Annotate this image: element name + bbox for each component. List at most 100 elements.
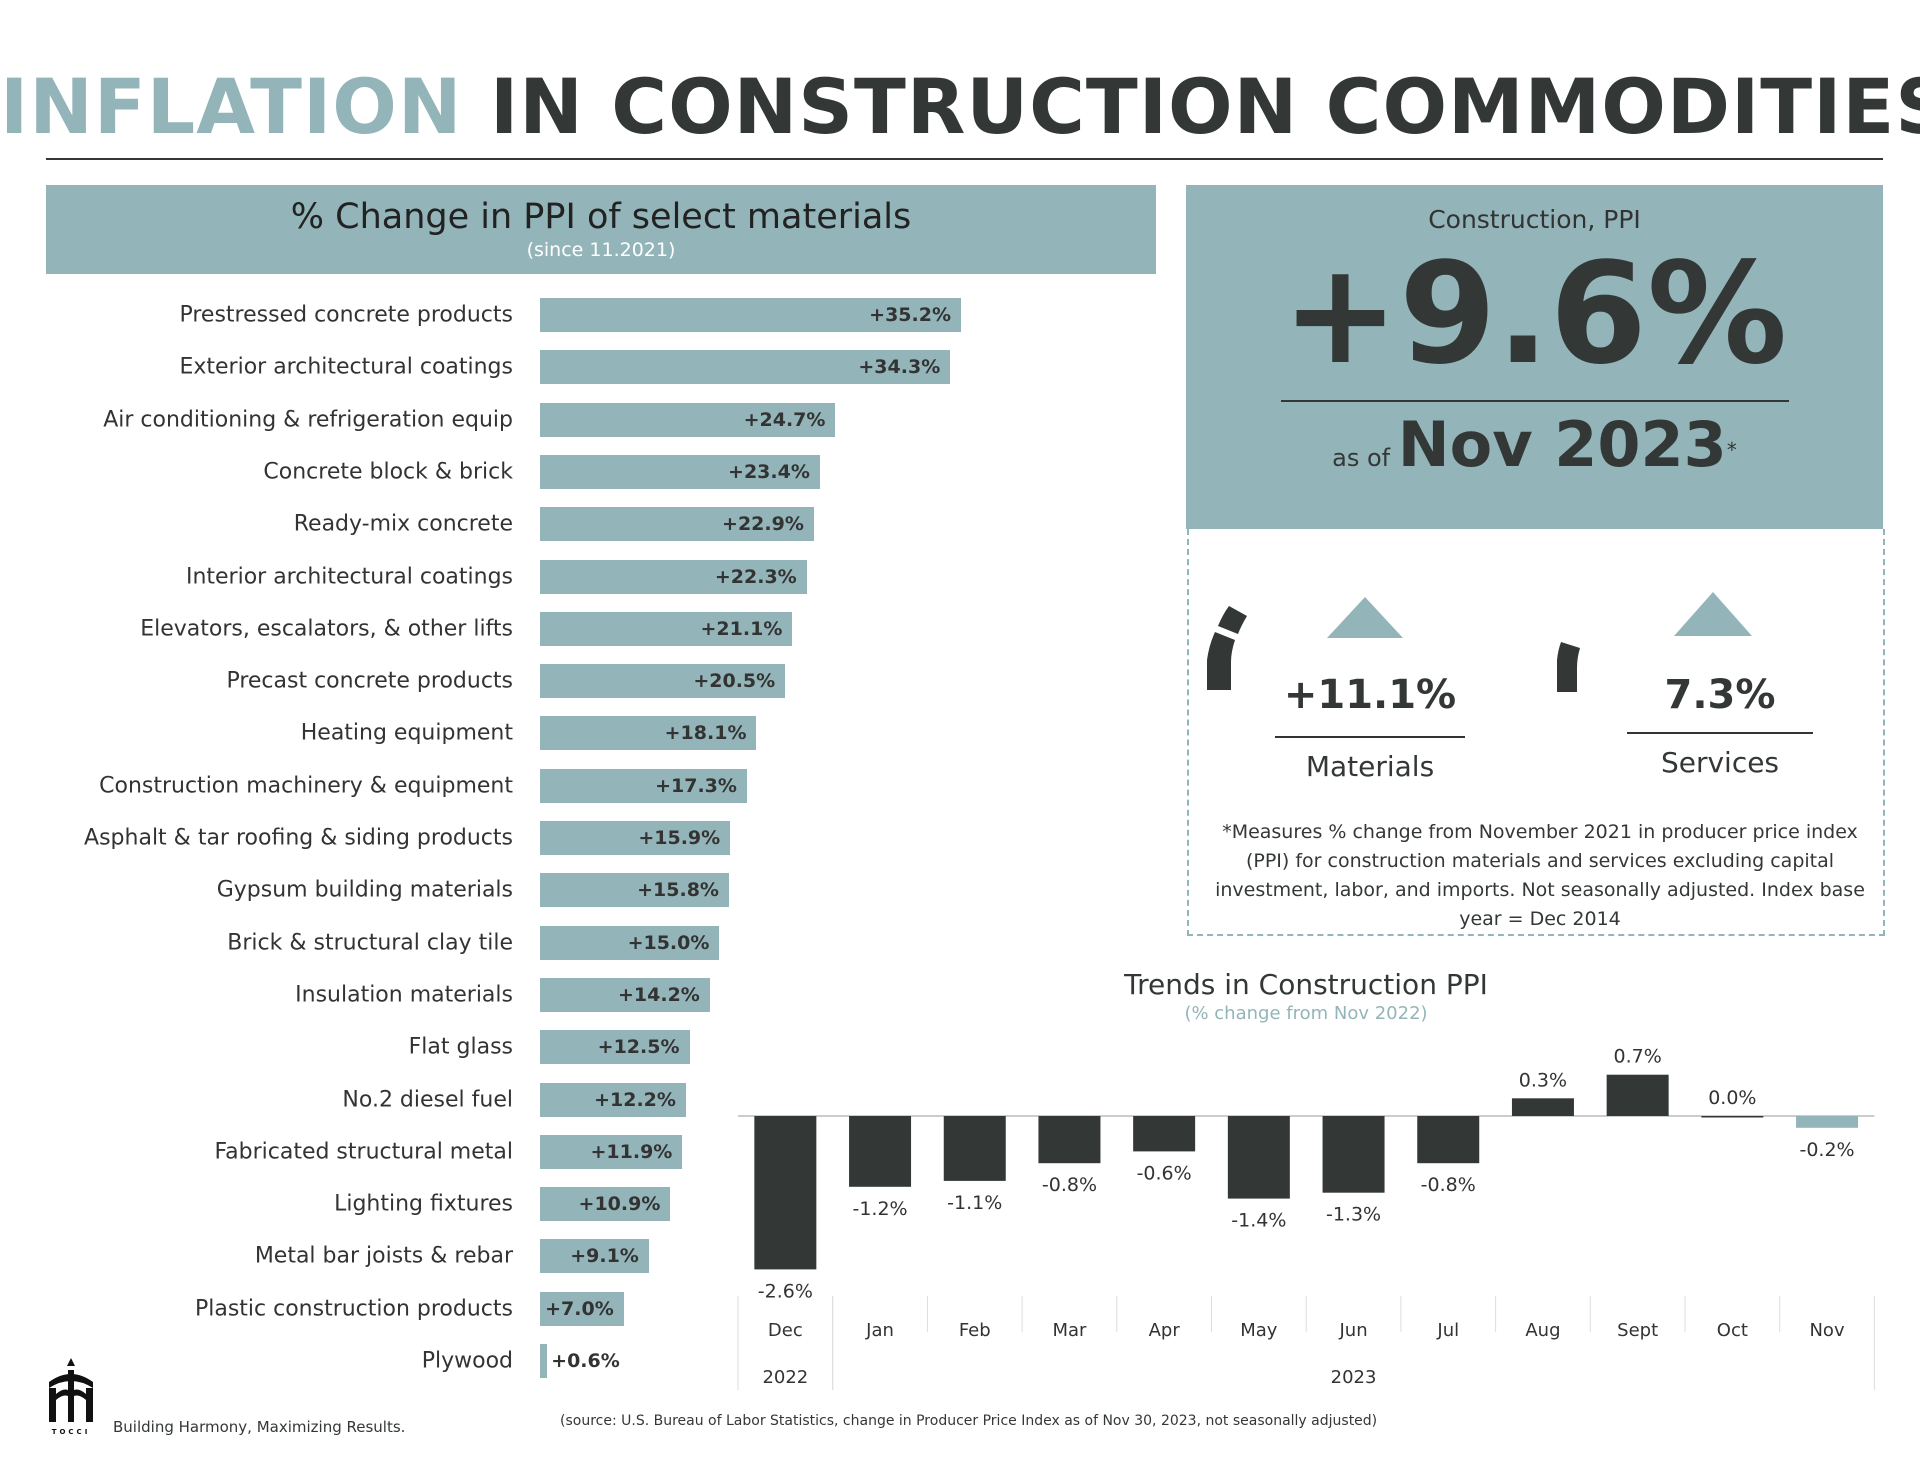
year-label: 2022: [762, 1367, 808, 1388]
bar-value-label: +15.9%: [638, 827, 721, 849]
bar: [540, 1134, 683, 1169]
bar-value-label: +7.0%: [545, 1297, 614, 1320]
title-accent: INFLATION: [0, 62, 463, 151]
bar-value-label: +22.3%: [714, 565, 797, 588]
bar-category-label: Gypsum building materials: [216, 877, 513, 903]
bar-category-label: Air conditioning & refrigeration equip: [103, 407, 513, 433]
trend-bar: [1133, 1116, 1196, 1152]
bar-value-label: +9.1%: [570, 1245, 639, 1268]
bar: [540, 1187, 671, 1222]
trend-bar: [1796, 1116, 1859, 1128]
trend-value-label: -0.8%: [1421, 1174, 1476, 1196]
trend-bar: [849, 1116, 912, 1187]
bar-value-label: +12.5%: [597, 1036, 680, 1059]
trend-value-label: -0.8%: [1042, 1174, 1097, 1196]
bar-category-label: No.2 diesel fuel: [342, 1087, 513, 1112]
bar-category-label: Interior architectural coatings: [185, 564, 513, 589]
trend-bar: [754, 1116, 817, 1270]
trend-value-label: -2.6%: [758, 1280, 813, 1302]
title-divider: [46, 158, 1883, 160]
bar-category-label: Fabricated structural metal: [214, 1139, 514, 1165]
bar-category-label: Metal bar joists & rebar: [254, 1243, 513, 1269]
bar: [540, 873, 729, 908]
bar: [540, 559, 807, 594]
bar-category-label: Ready-mix concrete: [293, 511, 513, 537]
summary-label: Construction, PPI: [1428, 205, 1641, 234]
trend-bar: [943, 1116, 1006, 1181]
materials-label: Materials: [1305, 750, 1435, 783]
month-label: Dec: [768, 1320, 803, 1341]
bar-category-label: Exterior architectural coatings: [179, 354, 513, 380]
bar: [540, 925, 720, 960]
bar-value-label: +17.3%: [655, 774, 737, 797]
materials-value: +11.1%: [1283, 672, 1457, 718]
trends-chart-title: Trends in Construction PPI: [1124, 968, 1488, 1001]
materials-up-triangle-icon: [1327, 597, 1403, 638]
bar-value-label: +15.8%: [637, 879, 719, 902]
bar: [540, 454, 820, 489]
bar: [540, 1239, 649, 1274]
trend-bar: [1606, 1074, 1669, 1116]
trend-bar: [1038, 1116, 1101, 1164]
as-of-date: Nov 2023: [1397, 408, 1727, 481]
methodology-note: *Measures % change from November 2021 in…: [1215, 821, 1865, 930]
summary-divider: [1280, 400, 1789, 402]
bar: [540, 716, 757, 751]
trend-bar: [1417, 1116, 1480, 1164]
month-label: Nov: [1809, 1320, 1844, 1341]
bar: [540, 1344, 548, 1378]
bar-value-label: +10.9%: [578, 1193, 661, 1216]
bar: [540, 664, 786, 699]
bar-value-label: +24.7%: [743, 408, 826, 431]
bar-value-label: +22.9%: [722, 513, 804, 536]
svg-text:TOCCI: TOCCI: [52, 1428, 91, 1436]
year-label: 2023: [1331, 1367, 1377, 1388]
tocci-logo: TOCCI: [49, 1358, 93, 1436]
trend-value-label: -1.3%: [1326, 1204, 1381, 1226]
bar-category-label: Lighting fixtures: [334, 1191, 513, 1217]
bar-category-label: Brick & structural clay tile: [227, 930, 513, 956]
asterisk: *: [1726, 438, 1737, 462]
trend-value-label: 0.3%: [1519, 1069, 1567, 1091]
materials-divider: [1275, 736, 1465, 738]
breakdown-box: [1187, 529, 1885, 936]
as-of-prefix: as of: [1332, 444, 1391, 472]
services-divider: [1627, 732, 1813, 734]
source-note: (source: U.S. Bureau of Labor Statistics…: [560, 1413, 1378, 1429]
month-label: Aug: [1525, 1320, 1560, 1341]
month-label: Mar: [1052, 1320, 1087, 1341]
services-label: Services: [1660, 746, 1780, 779]
services-value: 7.3%: [1664, 672, 1776, 718]
bar: [540, 768, 747, 803]
bar-value-label: +11.9%: [590, 1140, 673, 1163]
materials-gauge-icon: [1207, 606, 1247, 690]
bar-value-label: +21.1%: [700, 617, 783, 640]
services-gauge-icon: [1557, 642, 1580, 692]
bar-category-label: Plastic construction products: [194, 1296, 513, 1322]
bar: [540, 1082, 686, 1117]
trend-bar: [1322, 1116, 1385, 1193]
page-title: INFLATION IN CONSTRUCTION COMMODITIES: [0, 62, 1920, 151]
trend-value-label: -1.1%: [947, 1192, 1002, 1214]
bar-value-label: +12.2%: [594, 1088, 676, 1111]
trend-value-label: -1.2%: [852, 1198, 907, 1220]
services-stat: 7.3% Services: [1627, 672, 1813, 779]
month-label: Feb: [959, 1320, 991, 1341]
bar-category-label: Insulation materials: [295, 982, 513, 1008]
bar-category-label: Heating equipment: [300, 720, 513, 746]
bar-value-label: +0.6%: [551, 1350, 620, 1372]
bar-value-label: +15.0%: [627, 931, 710, 954]
services-up-triangle-icon: [1674, 592, 1752, 636]
bar: [540, 1030, 690, 1065]
trends-bar-chart: -2.6% Dec -1.2% Jan -1.1% Feb -0.8% Mar -0.6% Apr…: [737, 1046, 1875, 1390]
summary-value: +9.6%: [1281, 233, 1788, 396]
bar: [540, 1291, 624, 1326]
month-label: Jul: [1436, 1320, 1459, 1341]
month-label: May: [1240, 1320, 1278, 1341]
bar-value-label: +35.2%: [869, 304, 951, 326]
bar-category-label: Precast concrete products: [226, 668, 513, 694]
bar-category-label: Concrete block & brick: [263, 459, 513, 485]
bar: [540, 977, 710, 1012]
month-label: Oct: [1717, 1320, 1748, 1341]
